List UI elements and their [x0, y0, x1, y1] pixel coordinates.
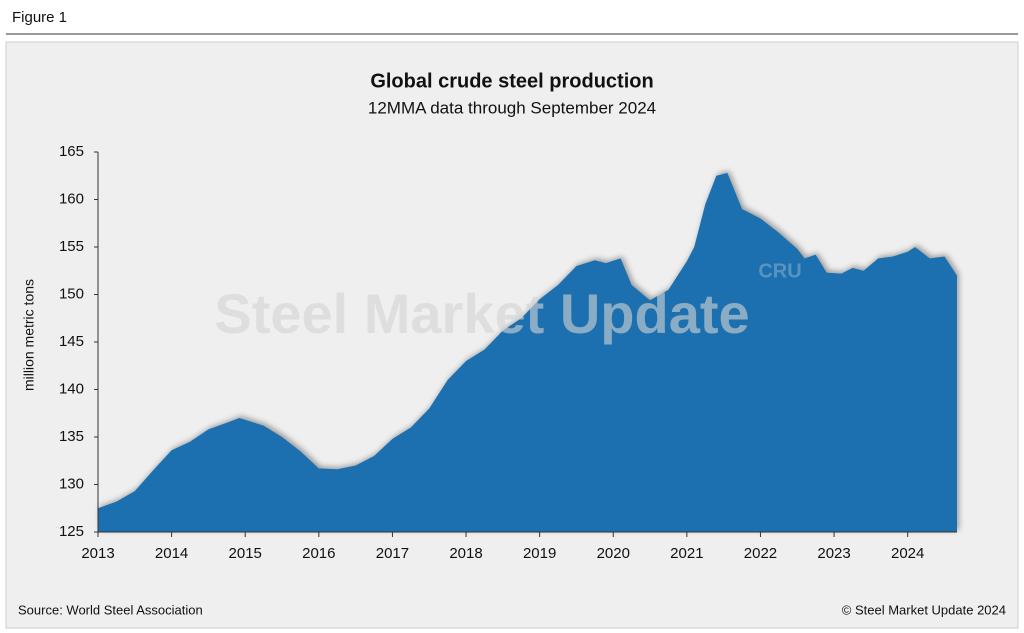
x-tick-label: 2020	[597, 545, 630, 562]
chart-subtitle: 12MMA data through September 2024	[368, 98, 656, 117]
x-tick-label: 2022	[744, 545, 777, 562]
y-tick-label: 145	[59, 333, 84, 350]
x-tick-label: 2018	[449, 545, 482, 562]
y-tick-label: 135	[59, 428, 84, 445]
x-tick-label: 2024	[891, 545, 924, 562]
y-tick-label: 140	[59, 380, 84, 397]
area	[98, 172, 957, 532]
x-tick-label: 2023	[817, 545, 850, 562]
y-axis-label: million metric tons	[21, 279, 37, 391]
y-tick-label: 165	[59, 143, 84, 160]
x-tick-label: 2014	[155, 545, 188, 562]
x-tick-label: 2013	[81, 545, 114, 562]
watermark: Steel Market Update	[214, 282, 749, 345]
x-tick-label: 2015	[229, 545, 262, 562]
y-tick-label: 130	[59, 475, 84, 492]
y-tick-label: 160	[59, 190, 84, 207]
y-tick-label: 150	[59, 285, 84, 302]
y-tick-label: 125	[59, 523, 84, 540]
x-tick-label: 2017	[376, 545, 409, 562]
figure-label: Figure 1	[12, 9, 67, 26]
y-tick-label: 155	[59, 238, 84, 255]
copyright: © Steel Market Update 2024	[842, 602, 1006, 617]
x-tick-label: 2016	[302, 545, 335, 562]
x-tick-label: 2021	[670, 545, 703, 562]
x-tick-label: 2019	[523, 545, 556, 562]
source: Source: World Steel Association	[18, 602, 203, 617]
plot: 125 130 135 140 145 150 155 160 165 2013 2014 2015 2…	[59, 143, 957, 562]
chart-title: Global crude steel production	[370, 70, 653, 92]
watermark-logo: CRU	[758, 260, 801, 282]
